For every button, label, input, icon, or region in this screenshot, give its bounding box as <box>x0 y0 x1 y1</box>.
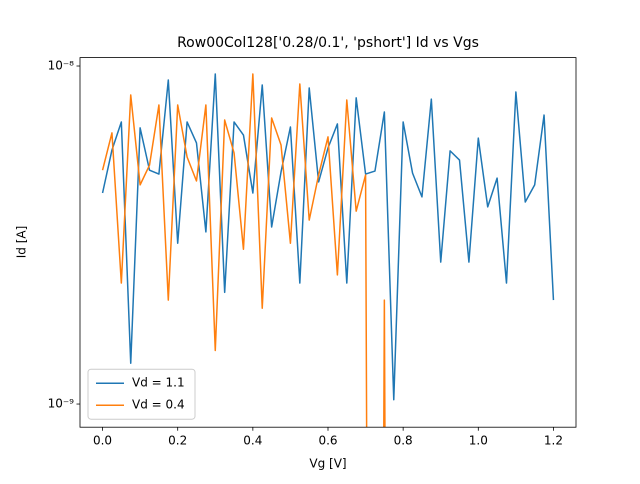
x-tick-label: 0.6 <box>318 434 337 448</box>
x-tick-label: 0.0 <box>93 434 112 448</box>
x-tick-label: 0.2 <box>168 434 187 448</box>
y-tick-label: 10⁻⁸ <box>48 59 75 73</box>
chart-title: Row00Col128['0.28/0.1', 'pshort'] Id vs … <box>177 35 479 51</box>
x-axis-label: Vg [V] <box>309 457 346 471</box>
series-line <box>101 73 555 401</box>
x-tick-label: 0.4 <box>243 434 262 448</box>
legend-box <box>87 368 196 420</box>
x-tick-label: 1.0 <box>469 434 488 448</box>
y-tick-label: 10⁻⁹ <box>48 397 75 411</box>
y-axis-label: Id [A] <box>15 226 29 259</box>
x-tick-label: 1.2 <box>544 434 563 448</box>
legend-label: Vd = 0.4 <box>132 398 185 412</box>
plot-area <box>101 73 555 428</box>
series-line <box>101 73 386 428</box>
legend-label: Vd = 1.1 <box>132 376 185 390</box>
x-tick-label: 0.8 <box>394 434 413 448</box>
